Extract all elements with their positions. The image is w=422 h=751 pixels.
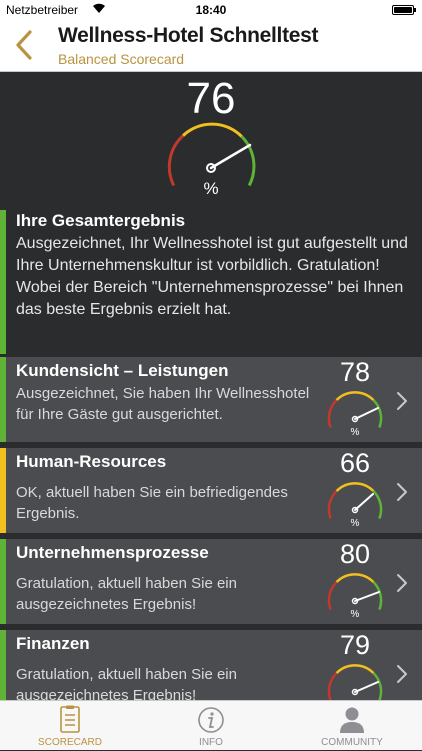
category-gauge: [327, 664, 383, 702]
status-bar-green: [0, 357, 6, 445]
category-score: 78: [339, 357, 371, 387]
tab-community[interactable]: COMMUNITY: [282, 701, 422, 751]
status-bar: Netzbetreiber 18:40: [0, 0, 422, 20]
status-time: 18:40: [195, 3, 227, 17]
category-row-human-resources[interactable]: Human-Resources OK, aktuell haben Sie ei…: [0, 448, 422, 536]
category-unit: %: [350, 427, 360, 438]
category-description: Ausgezeichnet, Sie haben Ihr Wellnesshot…: [16, 385, 310, 423]
status-bar-green: [0, 630, 6, 718]
category-name: Kundensicht – Leistungen: [16, 361, 229, 380]
chevron-right-icon: [396, 664, 408, 690]
category-name: Unternehmensprozesse: [16, 543, 209, 562]
overall-status-bar: [0, 210, 6, 354]
scorecard-icon: [0, 705, 140, 735]
person-icon: [282, 705, 422, 735]
row-divider: [0, 533, 422, 536]
navigation-bar: Wellness-Hotel Schnelltest Balanced Scor…: [0, 20, 422, 72]
chevron-right-icon: [396, 482, 408, 508]
category-row-kundensicht[interactable]: Kundensicht – Leistungen Ausgezeichnet, …: [0, 357, 422, 445]
status-bar-yellow: [0, 448, 6, 536]
status-bar-green: [0, 539, 6, 627]
chevron-right-icon: [396, 391, 408, 417]
category-score: 66: [339, 448, 371, 478]
category-name: Finanzen: [16, 634, 90, 653]
category-gauge: [327, 482, 383, 520]
info-icon: [141, 705, 281, 735]
overall-gauge: [167, 122, 256, 187]
category-description: Gratulation, aktuell haben Sie ein ausge…: [16, 575, 237, 613]
category-score: 80: [339, 539, 371, 569]
category-row-unternehmensprozesse[interactable]: Unternehmensprozesse Gratulation, aktuel…: [0, 539, 422, 627]
tab-label: SCORECARD: [38, 737, 102, 748]
category-gauge: [327, 391, 383, 429]
tab-info[interactable]: INFO: [141, 701, 281, 751]
tab-bar: SCORECARD INFO COMMUNITY: [0, 700, 422, 750]
page-subtitle: Balanced Scorecard: [58, 51, 185, 67]
category-name: Human-Resources: [16, 452, 167, 471]
tab-label: INFO: [199, 737, 223, 748]
row-divider: [0, 442, 422, 445]
tab-scorecard[interactable]: SCORECARD: [0, 701, 140, 751]
carrier-name: Netzbetreiber: [6, 3, 79, 17]
category-score: 79: [339, 630, 371, 660]
tab-label: COMMUNITY: [321, 737, 383, 748]
category-unit: %: [350, 609, 360, 620]
page-title: Wellness-Hotel Schnelltest: [58, 24, 319, 47]
overall-text: Ausgezeichnet, Ihr Wellnesshotel ist gut…: [16, 235, 408, 318]
row-divider: [0, 624, 422, 627]
overall-heading: Ihre Gesamtergebnis: [16, 211, 186, 230]
battery-icon: [392, 5, 416, 15]
category-description: OK, aktuell haben Sie ein befriedigendes…: [16, 484, 288, 522]
overall-score: 76: [186, 74, 236, 123]
wifi-icon: [92, 2, 106, 17]
category-gauge: [327, 573, 383, 611]
overall-unit: %: [203, 179, 219, 198]
overall-result: 76 % Ihre Gesamtergebnis Ausgezeichnet, …: [0, 72, 422, 354]
back-chevron-icon[interactable]: [12, 28, 36, 62]
category-unit: %: [350, 518, 360, 529]
category-description: Gratulation, aktuell haben Sie ein ausge…: [16, 666, 237, 704]
chevron-right-icon: [396, 573, 408, 599]
